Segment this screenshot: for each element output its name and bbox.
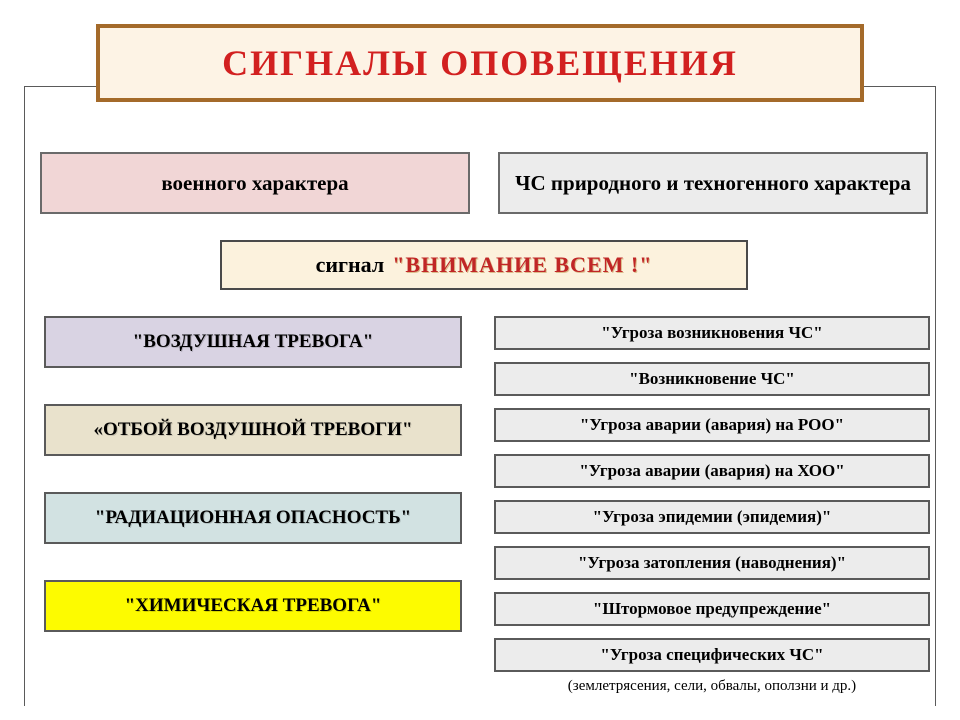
left-signal-chemical: "ХИМИЧЕСКАЯ ТРЕВОГА" — [44, 580, 462, 632]
right-signal-7: "Угроза специфических ЧС" — [494, 638, 930, 672]
category-emergency: ЧС природного и техногенного характера — [498, 152, 928, 214]
right-signal-6: "Штормовое предупреждение" — [494, 592, 930, 626]
right-signal-0: "Угроза возникновения ЧС" — [494, 316, 930, 350]
footnote: (землетрясения, сели, обвалы, оползни и … — [494, 678, 930, 695]
right-signal-4: "Угроза эпидемии (эпидемия)" — [494, 500, 930, 534]
title-box: СИГНАЛЫ ОПОВЕЩЕНИЯ — [96, 24, 864, 102]
attention-main: "ВНИМАНИЕ ВСЕМ !" — [392, 252, 652, 278]
left-column: "ВОЗДУШНАЯ ТРЕВОГА" «ОТБОЙ ВОЗДУШНОЙ ТРЕ… — [44, 316, 462, 668]
right-column: "Угроза возникновения ЧС" "Возникновение… — [494, 316, 930, 695]
left-signal-air-alarm: "ВОЗДУШНАЯ ТРЕВОГА" — [44, 316, 462, 368]
right-signal-5: "Угроза затопления (наводнения)" — [494, 546, 930, 580]
category-military: военного характера — [40, 152, 470, 214]
page-title: СИГНАЛЫ ОПОВЕЩЕНИЯ — [222, 42, 738, 84]
right-signal-2: "Угроза аварии (авария) на РОО" — [494, 408, 930, 442]
right-signal-1: "Возникновение ЧС" — [494, 362, 930, 396]
category-row: военного характера ЧС природного и техно… — [40, 152, 928, 214]
left-signal-radiation: "РАДИАЦИОННАЯ ОПАСНОСТЬ" — [44, 492, 462, 544]
right-signal-3: "Угроза аварии (авария) на ХОО" — [494, 454, 930, 488]
left-signal-air-clear: «ОТБОЙ ВОЗДУШНОЙ ТРЕВОГИ" — [44, 404, 462, 456]
attention-prefix: сигнал — [316, 252, 385, 278]
attention-signal-box: сигнал "ВНИМАНИЕ ВСЕМ !" — [220, 240, 748, 290]
